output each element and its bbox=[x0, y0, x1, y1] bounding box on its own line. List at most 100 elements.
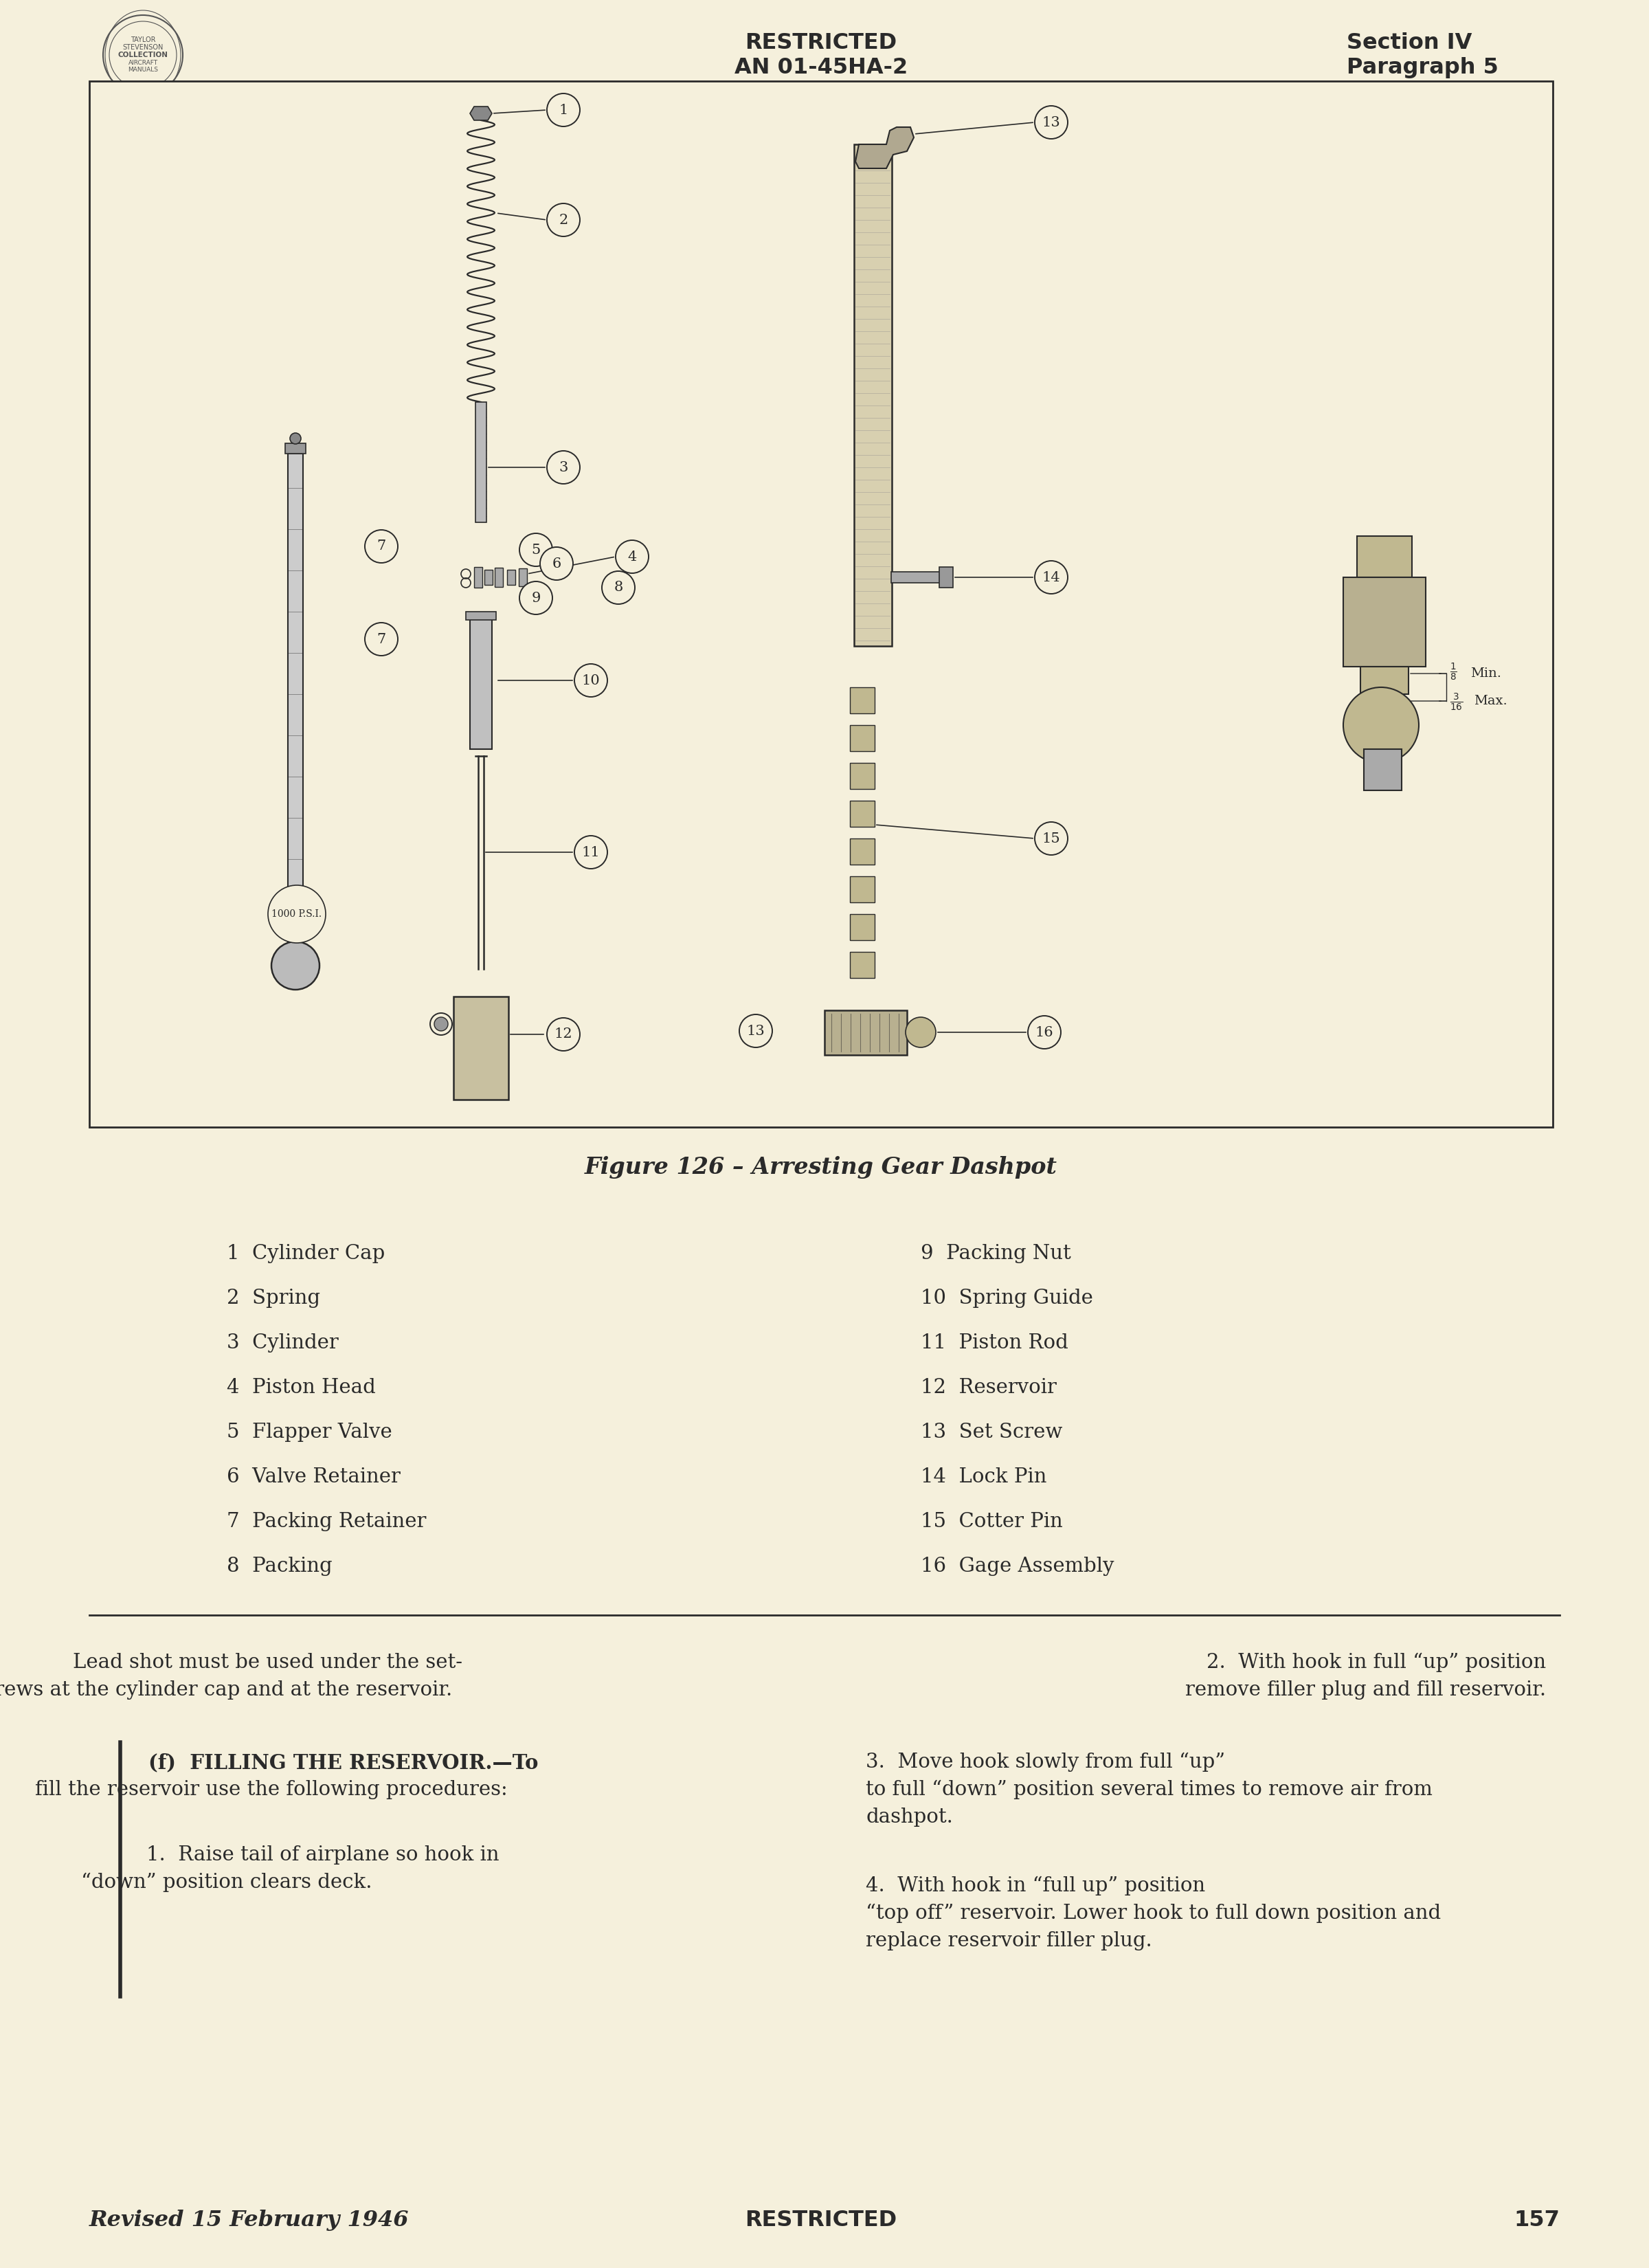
Bar bbox=[508, 569, 514, 585]
Bar bbox=[89, 82, 1553, 1127]
Circle shape bbox=[615, 540, 648, 574]
Text: MANUALS: MANUALS bbox=[129, 66, 158, 73]
Text: 1: 1 bbox=[559, 104, 567, 116]
Circle shape bbox=[574, 835, 607, 869]
Text: 11  Piston Rod: 11 Piston Rod bbox=[920, 1334, 1069, 1352]
Circle shape bbox=[547, 93, 580, 127]
Bar bbox=[1357, 535, 1412, 578]
Text: 157: 157 bbox=[1514, 2209, 1560, 2232]
Circle shape bbox=[430, 1014, 452, 1034]
Circle shape bbox=[1036, 560, 1069, 594]
Bar bbox=[470, 619, 491, 748]
Bar bbox=[475, 567, 483, 587]
Text: to full “down” position several times to remove air from: to full “down” position several times to… bbox=[866, 1780, 1433, 1799]
Bar bbox=[849, 914, 874, 941]
Text: dashpot.: dashpot. bbox=[866, 1808, 953, 1826]
Text: 1000 P.S.I.: 1000 P.S.I. bbox=[272, 909, 322, 919]
Text: 11: 11 bbox=[582, 846, 600, 860]
Text: 16: 16 bbox=[1036, 1025, 1054, 1039]
Circle shape bbox=[364, 624, 397, 655]
Bar bbox=[824, 1009, 907, 1055]
Text: “top off” reservoir. Lower hook to full down position and: “top off” reservoir. Lower hook to full … bbox=[866, 1903, 1441, 1923]
Text: TAYLOR: TAYLOR bbox=[130, 36, 155, 43]
Text: $\frac{3}{16}$: $\frac{3}{16}$ bbox=[1449, 692, 1463, 712]
Circle shape bbox=[1027, 1016, 1060, 1048]
Text: 3: 3 bbox=[559, 460, 567, 474]
Text: 9: 9 bbox=[531, 592, 541, 606]
Circle shape bbox=[905, 1016, 937, 1048]
Text: RESTRICTED: RESTRICTED bbox=[745, 2209, 897, 2232]
Bar bbox=[475, 401, 486, 522]
Circle shape bbox=[1036, 107, 1069, 138]
Text: 2: 2 bbox=[559, 213, 567, 227]
Bar bbox=[285, 442, 305, 454]
Circle shape bbox=[1344, 687, 1418, 762]
Circle shape bbox=[547, 451, 580, 483]
Text: 8: 8 bbox=[613, 581, 623, 594]
Bar bbox=[1344, 578, 1426, 667]
Text: AIRCRAFT: AIRCRAFT bbox=[129, 59, 158, 66]
Bar bbox=[519, 569, 528, 585]
Text: “down” position clears deck.: “down” position clears deck. bbox=[81, 1873, 373, 1892]
Text: Max.: Max. bbox=[1474, 694, 1507, 708]
Text: 10  Spring Guide: 10 Spring Guide bbox=[920, 1288, 1093, 1309]
Circle shape bbox=[272, 941, 320, 989]
Text: screws at the cylinder cap and at the reservoir.: screws at the cylinder cap and at the re… bbox=[0, 1681, 452, 1699]
Circle shape bbox=[267, 885, 327, 943]
Text: replace reservoir filler plug.: replace reservoir filler plug. bbox=[866, 1932, 1153, 1950]
Bar bbox=[940, 567, 953, 587]
Bar bbox=[485, 569, 493, 585]
Text: 2  Spring: 2 Spring bbox=[228, 1288, 320, 1309]
Text: Revised 15 February 1946: Revised 15 February 1946 bbox=[89, 2209, 409, 2232]
Text: 15: 15 bbox=[1042, 832, 1060, 846]
Text: 7: 7 bbox=[376, 633, 386, 646]
Text: 13: 13 bbox=[747, 1025, 765, 1036]
Text: 4  Piston Head: 4 Piston Head bbox=[228, 1379, 376, 1397]
Text: Lead shot must be used under the set-: Lead shot must be used under the set- bbox=[73, 1653, 463, 1672]
Text: 6  Valve Retainer: 6 Valve Retainer bbox=[228, 1467, 401, 1486]
Bar bbox=[849, 687, 874, 714]
Text: 16  Gage Assembly: 16 Gage Assembly bbox=[920, 1556, 1115, 1576]
Text: (f)  FILLING THE RESERVOIR.—To: (f) FILLING THE RESERVOIR.—To bbox=[148, 1753, 539, 1774]
Bar bbox=[1360, 667, 1408, 694]
Text: RESTRICTED: RESTRICTED bbox=[745, 32, 897, 54]
Text: 3  Cylinder: 3 Cylinder bbox=[228, 1334, 338, 1352]
Polygon shape bbox=[856, 127, 914, 168]
Text: fill the reservoir use the following procedures:: fill the reservoir use the following pro… bbox=[35, 1780, 508, 1799]
Bar bbox=[849, 875, 874, 903]
Text: 15  Cotter Pin: 15 Cotter Pin bbox=[920, 1513, 1062, 1531]
Text: 14: 14 bbox=[1042, 572, 1060, 583]
Text: 13  Set Screw: 13 Set Screw bbox=[920, 1422, 1062, 1442]
Text: 1  Cylinder Cap: 1 Cylinder Cap bbox=[228, 1243, 384, 1263]
Text: 4.  With hook in “full up” position: 4. With hook in “full up” position bbox=[866, 1876, 1205, 1896]
Circle shape bbox=[290, 433, 302, 445]
Bar bbox=[495, 567, 503, 587]
Bar bbox=[849, 839, 874, 864]
Bar bbox=[289, 454, 303, 941]
Text: 10: 10 bbox=[582, 674, 600, 687]
Text: 12: 12 bbox=[554, 1027, 572, 1041]
Circle shape bbox=[1036, 821, 1069, 855]
Circle shape bbox=[434, 1016, 449, 1032]
Bar bbox=[849, 762, 874, 789]
Circle shape bbox=[364, 531, 397, 562]
Text: 7  Packing Retainer: 7 Packing Retainer bbox=[228, 1513, 425, 1531]
Circle shape bbox=[519, 533, 552, 567]
Bar bbox=[849, 953, 874, 978]
Circle shape bbox=[547, 1018, 580, 1050]
Text: 13: 13 bbox=[1042, 116, 1060, 129]
Text: COLLECTION: COLLECTION bbox=[117, 52, 168, 59]
Text: AN 01-45HA-2: AN 01-45HA-2 bbox=[734, 57, 907, 79]
Text: Min.: Min. bbox=[1471, 667, 1501, 680]
Text: 3.  Move hook slowly from full “up”: 3. Move hook slowly from full “up” bbox=[866, 1753, 1225, 1771]
Text: 5  Flapper Valve: 5 Flapper Valve bbox=[228, 1422, 392, 1442]
Polygon shape bbox=[470, 107, 491, 120]
Circle shape bbox=[547, 204, 580, 236]
Text: Section IV: Section IV bbox=[1347, 32, 1473, 54]
Circle shape bbox=[602, 572, 635, 603]
Text: Figure 126 – Arresting Gear Dashpot: Figure 126 – Arresting Gear Dashpot bbox=[585, 1157, 1057, 1179]
Text: 14  Lock Pin: 14 Lock Pin bbox=[920, 1467, 1047, 1486]
Text: STEVENSON: STEVENSON bbox=[122, 43, 163, 50]
Text: 5: 5 bbox=[531, 544, 541, 556]
Bar bbox=[1364, 748, 1402, 789]
